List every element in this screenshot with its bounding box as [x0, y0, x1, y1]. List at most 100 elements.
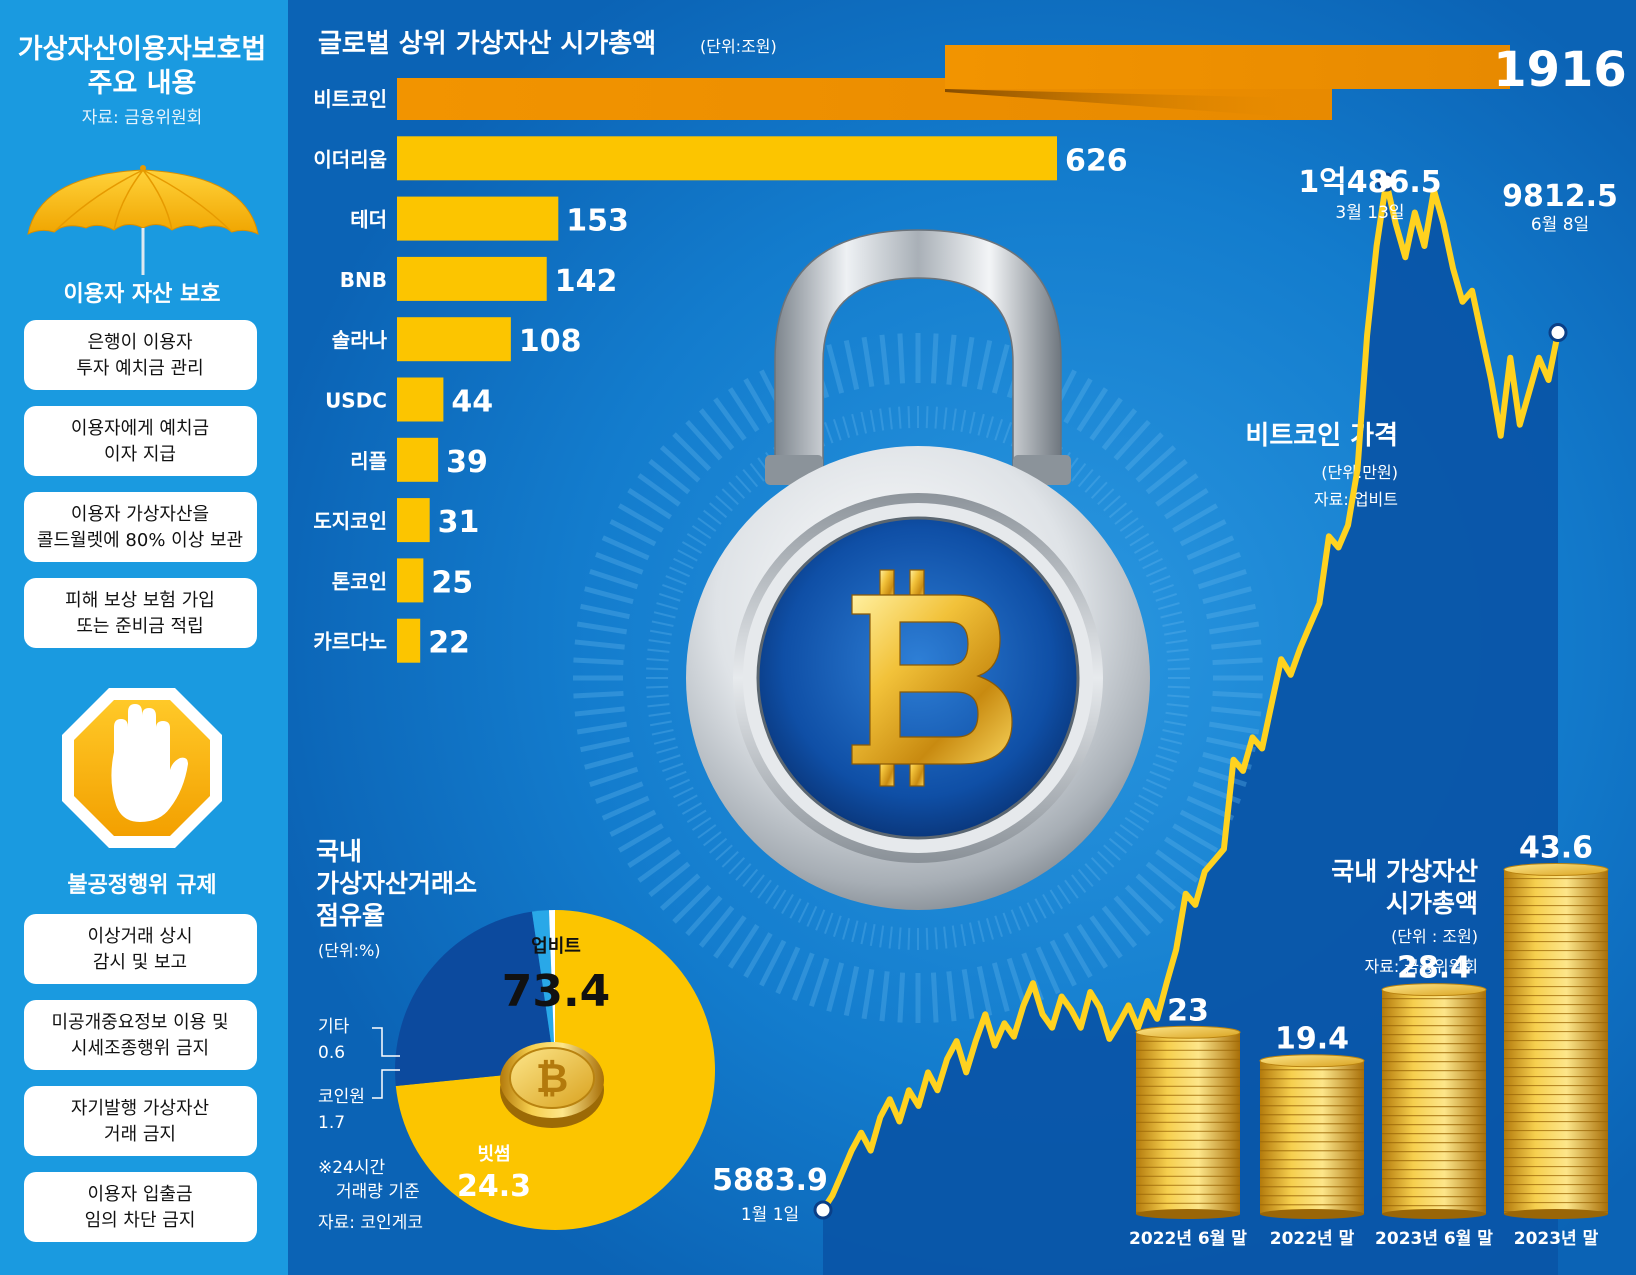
bar-chart-unit: (단위:조원)	[700, 37, 777, 56]
protection-box-2-line-2: 이자 지급	[104, 444, 176, 465]
pie-label-name: 빗썸	[477, 1144, 510, 1165]
pie-label-value: 0.6	[318, 1043, 345, 1063]
bar-7	[397, 437, 439, 482]
coin-stack-3	[1381, 983, 1487, 1219]
bar-category-label: 테더	[350, 208, 387, 232]
bar-category-label: USDC	[325, 389, 387, 413]
bar-value-label: 108	[519, 324, 582, 359]
pie-label-value: 24.3	[457, 1169, 531, 1204]
protection-box-2	[24, 406, 257, 476]
sidebar: 가상자산이용자보호법 주요 내용 자료: 금융위원회 이용자 자산 보호 은행이…	[18, 34, 266, 1242]
pie-label-value: 1.7	[318, 1113, 345, 1133]
bar-category-label: 비트코인	[313, 87, 387, 111]
regulation-box-3-line-1: 자기발행 가상자산	[71, 1098, 209, 1119]
protection-box-4-line-1: 피해 보상 보험 가입	[65, 590, 215, 611]
regulation-box-1	[24, 914, 257, 984]
pie-title-line3: 점유율	[316, 901, 385, 930]
pie-unit: (단위:%)	[318, 941, 381, 960]
padlock-bitcoin-icon	[686, 229, 1150, 910]
bar-value-label: 39	[446, 445, 488, 480]
coin-stack-category-label: 2023년 6월 말	[1375, 1228, 1493, 1249]
coin-stack-category-label: 2022년 말	[1270, 1228, 1355, 1249]
pie-center-coin-icon: ₿	[500, 1042, 604, 1128]
price-date-label: 6월 8일	[1531, 215, 1589, 235]
bar-break-shade	[945, 89, 1332, 120]
regulation-box-4	[24, 1172, 257, 1242]
regulation-box-2-line-1: 미공개중요정보 이용 및	[51, 1012, 228, 1033]
bar-category-label: 카르다노	[313, 630, 387, 654]
bar-9	[397, 558, 424, 603]
stack-title-line2: 시가총액	[1386, 889, 1478, 918]
bar-value-label: 44	[451, 385, 493, 420]
protection-box-3	[24, 492, 257, 562]
pie-label-name: 기타	[318, 1017, 350, 1037]
price-value-label: 9812.5	[1502, 179, 1618, 214]
bar-bitcoin-extension	[945, 45, 1510, 89]
stack-unit: (단위 : 조원)	[1391, 927, 1478, 946]
protection-box-3-line-1: 이용자 가상자산을	[71, 504, 209, 525]
coin-stack-2	[1259, 1054, 1365, 1219]
bar-value-label: 153	[566, 204, 629, 239]
protection-box-1-line-1: 은행이 이용자	[87, 332, 193, 353]
protection-box-1-line-2: 투자 예치금 관리	[76, 358, 203, 379]
exchange-share-chart: 국내 가상자산거래소 점유율 (단위:%) 업비트 73.4 빗썸 24.3 코인원 1.…	[316, 837, 716, 1233]
bar-chart-title: 글로벌 상위 가상자산 시가총액	[318, 29, 656, 59]
coin-stack-value-label: 19.4	[1275, 1022, 1349, 1057]
bar-value-label: 626	[1065, 143, 1128, 178]
bar-category-label: 리플	[350, 449, 387, 473]
sidebar-title-line2: 주요 내용	[88, 68, 197, 99]
protection-box-4	[24, 578, 257, 648]
price-marker	[1376, 172, 1396, 192]
section2-title: 불공정행위 규제	[67, 873, 216, 898]
bar-8	[397, 498, 430, 543]
regulation-box-2	[24, 1000, 257, 1070]
regulation-box-4-line-2: 임의 차단 금지	[85, 1210, 196, 1231]
section1-title: 이용자 자산 보호	[64, 282, 221, 307]
price-date-label: 3월 13일	[1335, 203, 1404, 223]
protection-box-1	[24, 320, 257, 390]
price-value-label: 5883.9	[712, 1163, 828, 1198]
stack-source: 자료: 금융위원회	[1364, 957, 1478, 976]
protection-box-3-line-2: 콜드월렛에 80% 이상 보관	[37, 530, 243, 551]
regulation-box-4-line-1: 이용자 입출금	[87, 1184, 192, 1205]
coin-stack-4	[1503, 863, 1609, 1219]
bar-category-label: 도지코인	[313, 509, 387, 533]
bar-5	[397, 317, 511, 362]
regulation-box-3	[24, 1086, 257, 1156]
regulation-box-1-line-2: 감시 및 보고	[93, 952, 187, 973]
pie-note-line2: 거래량 기준	[336, 1182, 420, 1202]
global-marketcap-chart: 글로벌 상위 가상자산 시가총액 (단위:조원) 비트코인 1916 이더리움 626…	[313, 29, 1627, 663]
protection-box-2-line-1: 이용자에게 예치금	[71, 418, 209, 439]
bar-value-label: 31	[438, 505, 480, 540]
pie-label-name: 코인원	[318, 1087, 365, 1107]
pie-title-line1: 국내	[316, 837, 362, 866]
pie-leader-line	[372, 1069, 400, 1099]
svg-text:₿: ₿	[536, 1056, 569, 1102]
domestic-marketcap-chart: 국내 가상자산 시가총액 (단위 : 조원) 자료: 금융위원회 23 2022년…	[1129, 831, 1609, 1249]
bitcoin-price-chart: 비트코인 가격 (단위:만원) 자료: 업비트 5883.91월 1일1억486…	[712, 165, 1618, 1225]
coin-stack-1	[1135, 1025, 1241, 1219]
coin-stack-value-label: 23	[1167, 993, 1209, 1028]
price-value-label: 1억486.5	[1298, 165, 1441, 200]
regulation-box-2-line-2: 시세조종행위 금지	[71, 1038, 209, 1059]
bar-category-label: BNB	[340, 268, 387, 292]
bar-category-label: 톤코인	[332, 569, 387, 593]
price-marker	[1548, 323, 1568, 343]
price-area-fill	[823, 182, 1558, 1275]
pie-slice-2	[395, 911, 555, 1087]
bar-value-label: 142	[555, 264, 618, 299]
price-date-label: 1월 1일	[741, 1205, 799, 1225]
pie-title-line2: 가상자산거래소	[316, 869, 477, 898]
bar-10	[397, 618, 421, 663]
sidebar-title-line1: 가상자산이용자보호법	[18, 34, 266, 65]
bar-value-label: 22	[428, 626, 470, 661]
protection-box-4-line-2: 또는 준비금 적립	[76, 616, 203, 637]
bar-category-label: 솔라나	[332, 328, 388, 352]
bar-value-label: 1916	[1493, 42, 1627, 98]
bar-6	[397, 377, 444, 422]
coin-stack-value-label: 43.6	[1519, 831, 1593, 866]
regulation-box-3-line-2: 거래 금지	[104, 1124, 176, 1145]
sidebar-source: 자료: 금융위원회	[82, 108, 203, 128]
